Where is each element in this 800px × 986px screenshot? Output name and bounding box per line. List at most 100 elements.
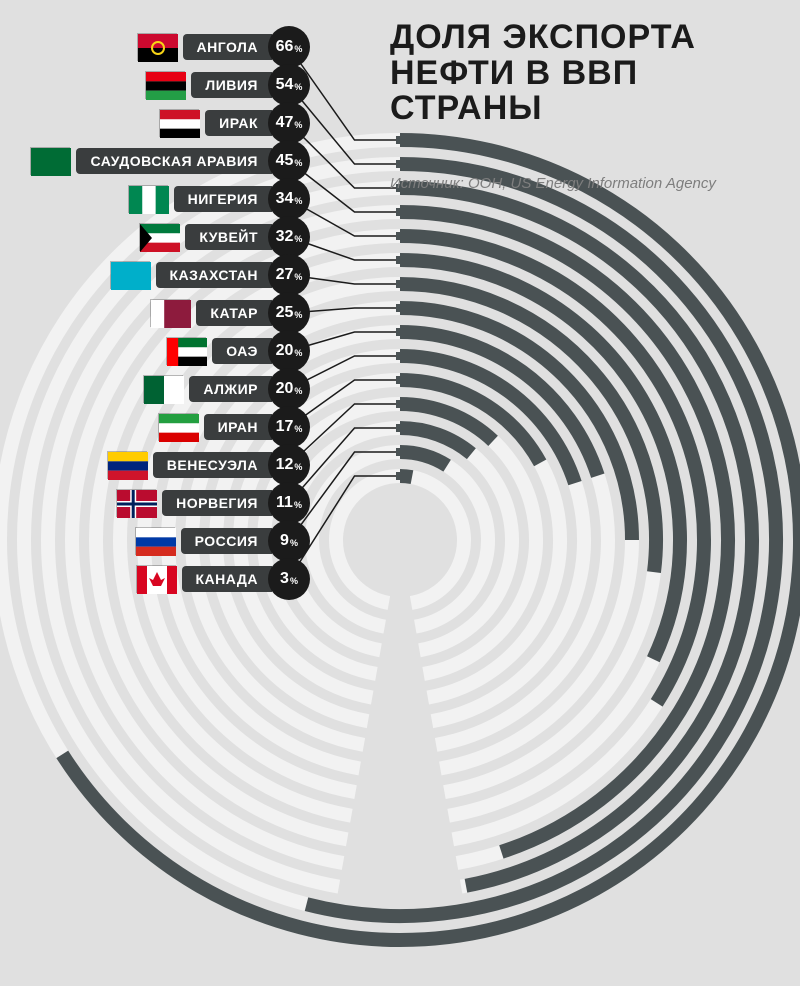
percent-sign: %: [294, 462, 302, 472]
country-label: ОАЭ: [212, 338, 272, 364]
percent-sign: %: [290, 576, 298, 586]
country-row: КАНАДА 3 %: [136, 562, 310, 596]
country-row: АНГОЛА 66 %: [137, 30, 310, 64]
flag-icon: [158, 413, 198, 441]
flag-icon: [116, 489, 156, 517]
ring-track: [288, 428, 512, 650]
percent-value: 17: [276, 418, 294, 436]
country-row: КУВЕЙТ 32 %: [139, 220, 310, 254]
percent-value: 34: [276, 190, 294, 208]
flag-icon: [135, 527, 175, 555]
country-label: ИРАН: [204, 414, 272, 440]
percent-sign: %: [294, 386, 302, 396]
flag-icon: [139, 223, 179, 251]
percent-value: 20: [276, 380, 294, 398]
percent-badge: 66 %: [268, 26, 310, 68]
percent-sign: %: [294, 272, 302, 282]
ring-track: [336, 476, 464, 603]
percent-value: 32: [276, 228, 294, 246]
ring-start-marker: [396, 280, 404, 288]
country-label: АНГОЛА: [183, 34, 272, 60]
country-row: ВЕНЕСУЭЛА 12 %: [107, 448, 310, 482]
ring-start-marker: [396, 328, 404, 336]
country-label: КАЗАХСТАН: [156, 262, 273, 288]
percent-value: 25: [276, 304, 294, 322]
percent-badge: 20 %: [268, 368, 310, 410]
flag-icon: [143, 375, 183, 403]
country-row: НИГЕРИЯ 34 %: [128, 182, 310, 216]
percent-sign: %: [294, 500, 302, 510]
country-label: КАНАДА: [182, 566, 272, 592]
percent-sign: %: [290, 538, 298, 548]
country-label: КУВЕЙТ: [185, 224, 272, 250]
flag-icon: [136, 565, 176, 593]
percent-sign: %: [294, 44, 302, 54]
ring-start-marker: [396, 208, 404, 216]
ring-start-marker: [396, 424, 404, 432]
percent-sign: %: [294, 158, 302, 168]
percent-value: 47: [276, 114, 294, 132]
percent-badge: 11 %: [268, 482, 310, 524]
country-row: ИРАК 47 %: [159, 106, 310, 140]
percent-sign: %: [294, 234, 302, 244]
percent-badge: 20 %: [268, 330, 310, 372]
country-label: ВЕНЕСУЭЛА: [153, 452, 272, 478]
country-row: САУДОВСКАЯ АРАВИЯ 45 %: [30, 144, 310, 178]
percent-badge: 3 %: [268, 558, 310, 600]
percent-value: 11: [276, 494, 293, 512]
ring-start-marker: [396, 256, 404, 264]
country-row: КАТАР 25 %: [150, 296, 310, 330]
percent-badge: 45 %: [268, 140, 310, 182]
flag-icon: [128, 185, 168, 213]
percent-value: 54: [276, 76, 294, 94]
ring-start-marker: [396, 376, 404, 384]
flag-icon: [166, 337, 206, 365]
percent-badge: 12 %: [268, 444, 310, 486]
ring-value-arc: [400, 452, 447, 466]
ring-start-marker: [396, 136, 404, 144]
percent-value: 12: [276, 456, 294, 474]
country-row: КАЗАХСТАН 27 %: [110, 258, 311, 292]
ring-start-marker: [396, 400, 404, 408]
percent-sign: %: [294, 348, 302, 358]
country-label: ЛИВИЯ: [191, 72, 272, 98]
flag-icon: [159, 109, 199, 137]
country-label: РОССИЯ: [181, 528, 272, 554]
percent-badge: 47 %: [268, 102, 310, 144]
percent-sign: %: [294, 82, 302, 92]
country-row: ИРАН 17 %: [158, 410, 310, 444]
percent-badge: 25 %: [268, 292, 310, 334]
country-row: НОРВЕГИЯ 11 %: [116, 486, 310, 520]
infographic-page: ДОЛЯ ЭКСПОРТА НЕФТИ В ВВП СТРАНЫ Источни…: [0, 0, 800, 986]
percent-badge: 27 %: [268, 254, 310, 296]
percent-badge: 17 %: [268, 406, 310, 448]
percent-sign: %: [294, 310, 302, 320]
percent-sign: %: [294, 120, 302, 130]
percent-value: 66: [276, 38, 294, 56]
chart-title: ДОЛЯ ЭКСПОРТА НЕФТИ В ВВП СТРАНЫ: [390, 20, 770, 127]
ring-start-marker: [396, 472, 404, 480]
flag-icon: [137, 33, 177, 61]
country-row: РОССИЯ 9 %: [135, 524, 310, 558]
country-row: АЛЖИР 20 %: [143, 372, 310, 406]
percent-value: 3: [280, 570, 289, 588]
flag-icon: [30, 147, 70, 175]
country-label: КАТАР: [196, 300, 272, 326]
percent-sign: %: [294, 196, 302, 206]
percent-badge: 54 %: [268, 64, 310, 106]
country-row: ЛИВИЯ 54 %: [145, 68, 310, 102]
ring-start-marker: [396, 352, 404, 360]
flag-icon: [107, 451, 147, 479]
percent-value: 27: [276, 266, 294, 284]
percent-value: 20: [276, 342, 294, 360]
percent-value: 45: [276, 152, 294, 170]
country-label: НИГЕРИЯ: [174, 186, 272, 212]
country-label: НОРВЕГИЯ: [162, 490, 272, 516]
percent-value: 9: [280, 532, 289, 550]
percent-sign: %: [294, 424, 302, 434]
ring-start-marker: [396, 232, 404, 240]
flag-icon: [145, 71, 185, 99]
percent-badge: 9 %: [268, 520, 310, 562]
country-row: ОАЭ 20 %: [166, 334, 310, 368]
country-label: ИРАК: [205, 110, 272, 136]
